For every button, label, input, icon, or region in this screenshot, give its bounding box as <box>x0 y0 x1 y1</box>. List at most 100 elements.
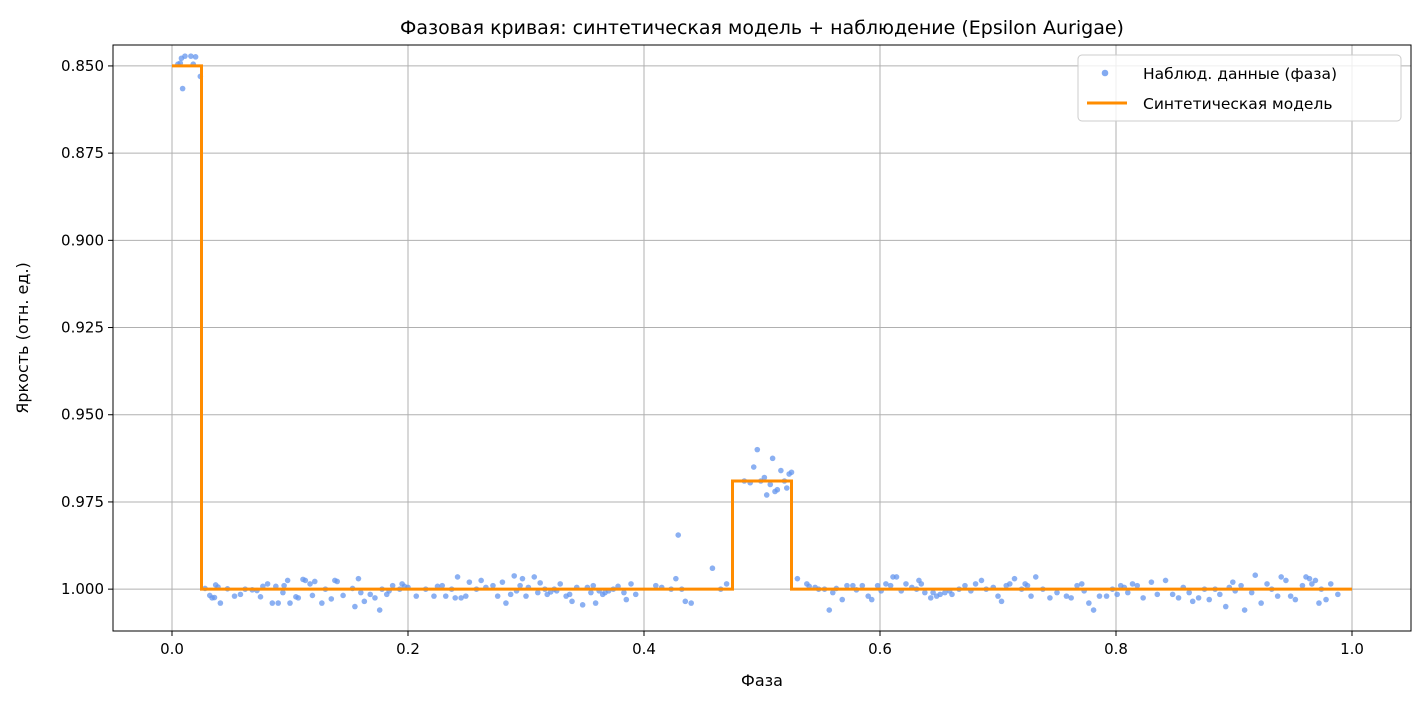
observed-point <box>439 582 446 589</box>
observed-point <box>1306 575 1313 582</box>
x-tick-label: 0.8 <box>1104 640 1128 658</box>
observed-point <box>778 467 784 474</box>
observed-point <box>269 600 276 606</box>
observed-point <box>569 598 575 605</box>
observed-point <box>1186 589 1192 596</box>
observed-point <box>257 594 264 600</box>
observed-point <box>865 593 871 599</box>
observed-point <box>588 589 594 596</box>
observed-point <box>962 582 968 589</box>
observed-point <box>413 593 420 599</box>
observed-point <box>623 596 630 603</box>
observed-point <box>1114 591 1120 598</box>
observed-point <box>592 600 599 606</box>
observed-point <box>179 85 186 92</box>
observed-point <box>275 600 282 606</box>
observed-point <box>579 602 586 608</box>
x-tick-label: 0.6 <box>868 640 892 658</box>
observed-point <box>1195 595 1202 601</box>
observed-point <box>978 577 985 584</box>
observed-point <box>182 53 188 59</box>
observed-point <box>1134 582 1141 589</box>
observed-point <box>537 580 543 586</box>
legend-label-model: Синтетическая модель <box>1143 95 1333 113</box>
observed-point <box>1292 596 1299 603</box>
observed-point <box>1024 582 1031 589</box>
observed-point <box>1154 591 1161 598</box>
legend: Наблюд. данные (фаза) Синтетическая моде… <box>1077 54 1402 122</box>
observed-point <box>340 592 346 599</box>
observed-point <box>490 582 496 589</box>
observed-point <box>1217 591 1223 598</box>
observed-point <box>1148 579 1155 585</box>
observed-point <box>769 455 776 462</box>
observed-point <box>653 582 659 589</box>
x-tick-label: 0.2 <box>396 640 420 658</box>
observed-point <box>754 446 761 453</box>
observed-point <box>287 600 293 606</box>
observed-point <box>309 592 316 599</box>
observed-point <box>839 596 846 603</box>
legend-label-observed: Наблюд. данные (фаза) <box>1143 65 1337 83</box>
observed-point <box>237 591 244 598</box>
observed-point <box>937 591 943 598</box>
y-tick-label: 1.000 <box>61 580 104 598</box>
observed-point <box>972 581 979 587</box>
observed-point <box>503 600 509 606</box>
legend-marker-observed <box>1101 69 1109 77</box>
observed-point <box>1068 595 1074 601</box>
x-axis-label: Фаза <box>741 671 783 690</box>
observed-point <box>1054 589 1060 596</box>
observed-point <box>1299 582 1306 589</box>
observed-point <box>372 595 378 601</box>
observed-point <box>1074 582 1080 589</box>
observed-point <box>709 565 716 572</box>
legend-box <box>1077 54 1402 122</box>
observed-point <box>1090 607 1097 613</box>
observed-point <box>1169 591 1176 598</box>
observed-point <box>767 481 774 488</box>
observed-point <box>557 581 564 587</box>
observed-point <box>942 589 948 596</box>
observed-point <box>1162 577 1169 584</box>
observed-point <box>632 591 639 598</box>
chart-title: Фазовая кривая: синтетическая модель + н… <box>400 17 1124 39</box>
y-tick-label: 0.875 <box>61 144 104 162</box>
observed-point <box>307 581 313 587</box>
observed-point <box>217 600 224 606</box>
observed-point <box>1335 591 1341 598</box>
observed-point <box>494 593 501 599</box>
observed-point <box>361 598 368 605</box>
y-tick-label: 0.850 <box>61 57 104 75</box>
observed-point <box>1274 593 1281 599</box>
observed-point <box>1327 581 1334 587</box>
observed-point <box>355 575 362 582</box>
y-tick-label: 0.925 <box>61 319 104 337</box>
observed-point <box>1028 593 1034 599</box>
observed-point <box>1241 607 1248 613</box>
observed-point <box>1230 579 1236 585</box>
plot-area <box>172 53 1352 613</box>
observed-point <box>927 595 934 601</box>
observed-point <box>1007 581 1013 587</box>
observed-point <box>918 581 925 587</box>
observed-point <box>192 54 199 60</box>
axes-frame <box>112 44 1412 632</box>
observed-point <box>264 581 271 587</box>
observed-point <box>531 574 538 580</box>
observed-point <box>673 575 679 582</box>
x-tick-label: 0.0 <box>160 640 184 658</box>
y-axis: 0.850 0.875 0.900 0.925 0.950 0.975 1.000 <box>61 57 113 598</box>
y-axis-label: Яркость (отн. ед.) <box>13 262 32 414</box>
observed-point <box>590 582 597 589</box>
observed-point <box>922 589 928 596</box>
observed-point <box>452 595 459 601</box>
observed-point <box>319 600 325 606</box>
observed-point <box>949 591 955 598</box>
observed-point <box>1222 603 1229 610</box>
observed-point <box>431 593 437 599</box>
observed-point <box>1011 575 1018 582</box>
observed-point <box>367 591 374 598</box>
y-tick-label: 0.950 <box>61 406 104 424</box>
